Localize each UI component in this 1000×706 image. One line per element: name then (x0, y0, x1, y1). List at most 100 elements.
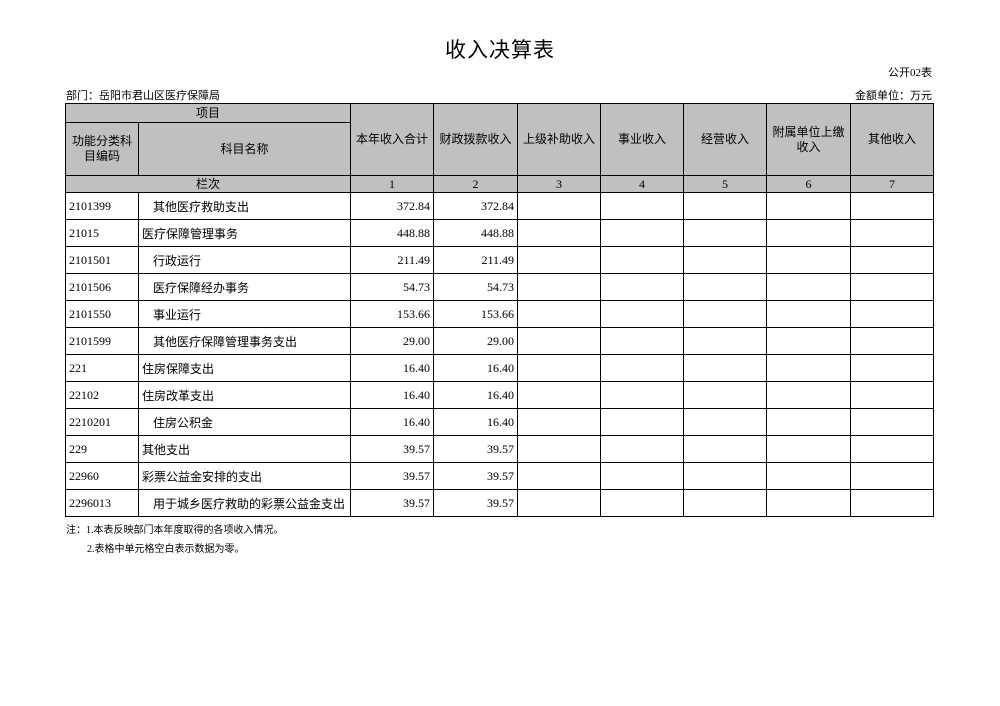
code-cell: 21015 (65, 219, 139, 247)
page-title: 收入决算表 (445, 38, 555, 62)
empty-cell (517, 408, 602, 436)
empty-cell (766, 219, 852, 247)
empty-cell (850, 381, 935, 409)
name-cell: 其他医疗救助支出 (137, 192, 352, 220)
empty-cell (600, 408, 685, 436)
code-cell: 2296013 (65, 489, 139, 517)
total-cell: 16.40 (350, 408, 435, 436)
fiscal-cell: 29.00 (433, 327, 519, 355)
empty-cell (683, 246, 768, 274)
header-col: 附属单位上缴收入 (766, 103, 852, 176)
empty-cell (683, 489, 768, 517)
empty-cell (517, 435, 602, 463)
table-row: 2101550 事业运行 153.66 153.66 (65, 300, 935, 328)
fiscal-cell: 16.40 (433, 408, 519, 436)
empty-cell (600, 489, 685, 517)
total-cell: 372.84 (350, 192, 435, 220)
table-row: 2210201 住房公积金 16.40 16.40 (65, 408, 935, 436)
empty-cell (600, 462, 685, 490)
column-number: 1 (350, 175, 435, 193)
header-col: 事业收入 (600, 103, 685, 176)
table-row: 229 其他支出 39.57 39.57 (65, 435, 935, 463)
table-row: 221 住房保障支出 16.40 16.40 (65, 354, 935, 382)
form-number: 公开02表 (888, 67, 932, 79)
table-row: 22102 住房改革支出 16.40 16.40 (65, 381, 935, 409)
empty-cell (600, 192, 685, 220)
code-cell: 229 (65, 435, 139, 463)
empty-cell (766, 489, 852, 517)
empty-cell (683, 300, 768, 328)
table-row: 22960 彩票公益金安排的支出 39.57 39.57 (65, 462, 935, 490)
empty-cell (517, 327, 602, 355)
empty-cell (766, 327, 852, 355)
code-cell: 2210201 (65, 408, 139, 436)
name-cell: 医疗保障管理事务 (137, 219, 352, 247)
total-cell: 16.40 (350, 354, 435, 382)
empty-cell (766, 381, 852, 409)
name-cell: 住房公积金 (137, 408, 352, 436)
empty-cell (517, 219, 602, 247)
empty-cell (850, 489, 935, 517)
fiscal-cell: 211.49 (433, 246, 519, 274)
fiscal-cell: 16.40 (433, 381, 519, 409)
empty-cell (766, 273, 852, 301)
total-cell: 16.40 (350, 381, 435, 409)
empty-cell (683, 408, 768, 436)
empty-cell (600, 246, 685, 274)
empty-cell (683, 219, 768, 247)
header-item: 项目 (64, 103, 352, 123)
name-cell: 行政运行 (137, 246, 352, 274)
code-cell: 2101501 (65, 246, 139, 274)
empty-cell (517, 246, 602, 274)
empty-cell (683, 273, 768, 301)
header-row-label: 栏次 (64, 175, 352, 193)
total-cell: 39.57 (350, 462, 435, 490)
empty-cell (850, 273, 935, 301)
table-row: 2101506 医疗保障经办事务 54.73 54.73 (65, 273, 935, 301)
total-cell: 448.88 (350, 219, 435, 247)
column-number: 5 (683, 175, 768, 193)
empty-cell (850, 462, 935, 490)
empty-cell (850, 327, 935, 355)
fiscal-cell: 39.57 (433, 489, 519, 517)
name-cell: 住房保障支出 (137, 354, 352, 382)
total-cell: 54.73 (350, 273, 435, 301)
name-cell: 其他支出 (137, 435, 352, 463)
code-cell: 2101506 (65, 273, 139, 301)
fiscal-cell: 54.73 (433, 273, 519, 301)
column-number: 3 (517, 175, 602, 193)
empty-cell (683, 192, 768, 220)
header-code: 功能分类科目编码 (65, 122, 139, 176)
total-cell: 29.00 (350, 327, 435, 355)
empty-cell (600, 354, 685, 382)
column-number: 2 (433, 175, 519, 193)
header-col: 上级补助收入 (517, 103, 602, 176)
empty-cell (850, 354, 935, 382)
header-col: 财政拨款收入 (433, 103, 519, 176)
name-cell: 用于城乡医疗救助的彩票公益金支出 (137, 489, 352, 517)
empty-cell (600, 435, 685, 463)
empty-cell (600, 381, 685, 409)
total-cell: 211.49 (350, 246, 435, 274)
empty-cell (766, 300, 852, 328)
empty-cell (850, 246, 935, 274)
fiscal-cell: 153.66 (433, 300, 519, 328)
code-cell: 2101599 (65, 327, 139, 355)
empty-cell (766, 435, 852, 463)
empty-cell (517, 462, 602, 490)
empty-cell (850, 408, 935, 436)
empty-cell (600, 300, 685, 328)
code-cell: 221 (65, 354, 139, 382)
fiscal-cell: 448.88 (433, 219, 519, 247)
empty-cell (683, 435, 768, 463)
header-name: 科目名称 (137, 122, 352, 176)
header-col: 经营收入 (683, 103, 768, 176)
code-cell: 2101550 (65, 300, 139, 328)
empty-cell (517, 273, 602, 301)
unit-label: 金额单位：万元 (855, 90, 932, 102)
empty-cell (766, 462, 852, 490)
empty-cell (517, 192, 602, 220)
empty-cell (600, 219, 685, 247)
header-col: 本年收入合计 (350, 103, 435, 176)
fiscal-cell: 372.84 (433, 192, 519, 220)
